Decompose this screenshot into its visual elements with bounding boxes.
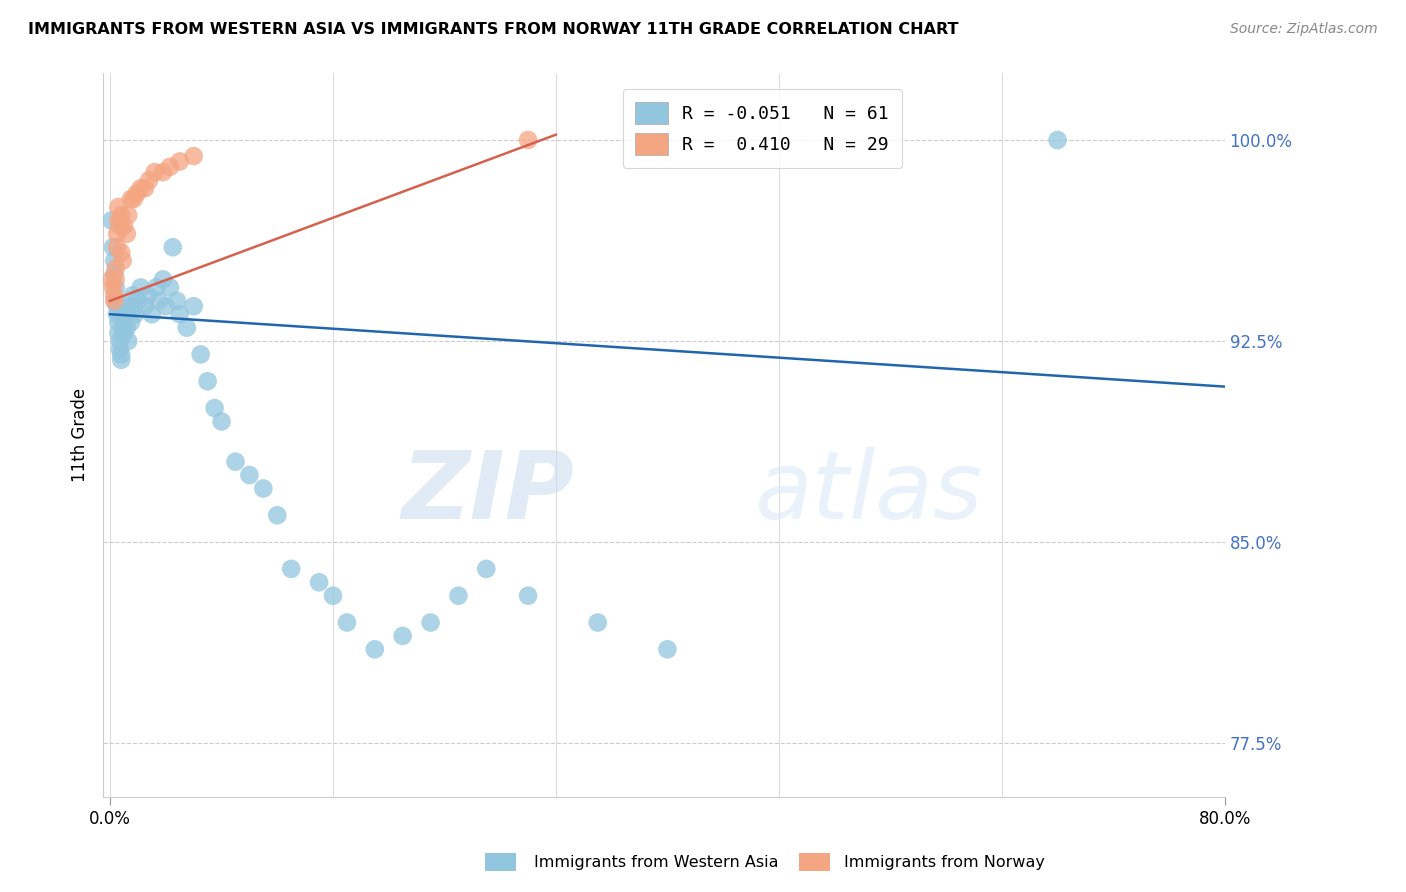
Point [336,615,359,630]
Point [105,240,128,254]
Point [117,334,139,348]
Point [1046,133,1069,147]
Point [103,293,125,308]
Point [129,181,152,195]
Point [104,293,127,308]
Point [266,508,288,523]
Point [145,280,167,294]
Point [117,208,139,222]
Point [211,414,233,428]
Point [155,299,177,313]
Point [105,307,128,321]
Point [517,589,540,603]
Point [419,615,441,630]
Text: Immigrants from Norway: Immigrants from Norway [844,855,1045,870]
Point [108,342,131,356]
Point [391,629,413,643]
Point [100,213,122,227]
Point [115,320,138,334]
Point [308,575,330,590]
Point [111,320,134,334]
Point [148,293,170,308]
Point [364,642,387,657]
Point [134,299,156,313]
Point [152,165,174,179]
Point [169,307,191,321]
Point [447,589,470,603]
Point [112,219,135,233]
Point [176,320,198,334]
Point [183,149,205,163]
Point [136,288,159,302]
Point [122,299,145,313]
Point [103,288,125,302]
Point [110,352,132,367]
Point [110,245,132,260]
Point [107,213,129,227]
Point [108,334,131,348]
Point [159,280,181,294]
Point [120,192,142,206]
Point [125,186,148,201]
Point [112,326,135,340]
Point [111,307,134,321]
Point [110,347,132,361]
Text: Source: ZipAtlas.com: Source: ZipAtlas.com [1230,22,1378,37]
Point [159,160,181,174]
Point [115,227,138,241]
Text: Immigrants from Western Asia: Immigrants from Western Asia [534,855,779,870]
Y-axis label: 11th Grade: 11th Grade [72,388,89,482]
Point [586,615,609,630]
Point [138,173,160,187]
Legend: R = -0.051   N = 61, R =  0.410   N = 29: R = -0.051 N = 61, R = 0.410 N = 29 [623,89,901,168]
Point [120,315,142,329]
Point [129,280,152,294]
Point [108,219,131,233]
Point [169,154,191,169]
Point [105,227,128,241]
Text: IMMIGRANTS FROM WESTERN ASIA VS IMMIGRANTS FROM NORWAY 11TH GRADE CORRELATION CH: IMMIGRANTS FROM WESTERN ASIA VS IMMIGRAN… [28,22,959,37]
Point [118,299,141,313]
Point [197,374,219,388]
Point [143,165,166,179]
Point [204,401,226,415]
Point [190,347,212,361]
Point [224,455,246,469]
Point [114,307,136,321]
Point [152,272,174,286]
Point [104,272,127,286]
Point [105,299,128,313]
Point [127,293,149,308]
Point [517,133,540,147]
Point [107,200,129,214]
Text: ZIP: ZIP [401,447,574,539]
Point [107,326,129,340]
Point [162,240,184,254]
Point [238,468,260,483]
Point [141,307,163,321]
Text: atlas: atlas [754,447,981,538]
Point [122,192,145,206]
Point [104,280,127,294]
Point [103,253,125,268]
Point [166,293,188,308]
Point [657,642,679,657]
Point [107,315,129,329]
Point [100,272,122,286]
Point [475,562,498,576]
Point [124,307,146,321]
Point [101,280,124,294]
Point [252,482,274,496]
Point [103,267,125,281]
Point [110,208,132,222]
Point [322,589,344,603]
Point [134,181,156,195]
Point [101,240,124,254]
Point [121,288,143,302]
Point [104,261,127,276]
Point [183,299,205,313]
Point [111,253,134,268]
Point [280,562,302,576]
